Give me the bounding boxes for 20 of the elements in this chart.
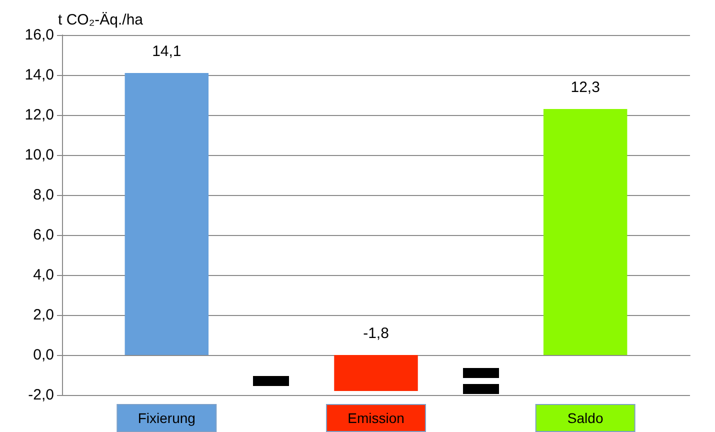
y-tick-label: 12,0 — [24, 106, 54, 124]
y-tick-label: -2,0 — [28, 386, 54, 404]
y-tick-label: 8,0 — [33, 186, 54, 204]
y-tick-label: 4,0 — [33, 266, 54, 284]
y-axis-title: t CO₂-Äq./ha — [58, 12, 144, 29]
y-tick-label: 16,0 — [24, 26, 54, 44]
x-tick-label: Emission — [348, 410, 404, 426]
y-tick-label: 0,0 — [33, 346, 54, 364]
data-label: -1,8 — [363, 325, 389, 342]
bar — [543, 109, 628, 355]
x-tick-label: Saldo — [567, 410, 604, 426]
bar — [334, 355, 418, 391]
data-label: 14,1 — [152, 43, 182, 60]
y-tick-label: 14,0 — [24, 66, 54, 84]
x-tick-label: Fixierung — [138, 410, 196, 426]
data-label: 12,3 — [570, 79, 600, 96]
y-tick-label: 6,0 — [33, 226, 54, 244]
y-tick-label: 2,0 — [33, 306, 54, 324]
bar — [124, 73, 209, 355]
y-tick-label: 10,0 — [24, 146, 54, 164]
